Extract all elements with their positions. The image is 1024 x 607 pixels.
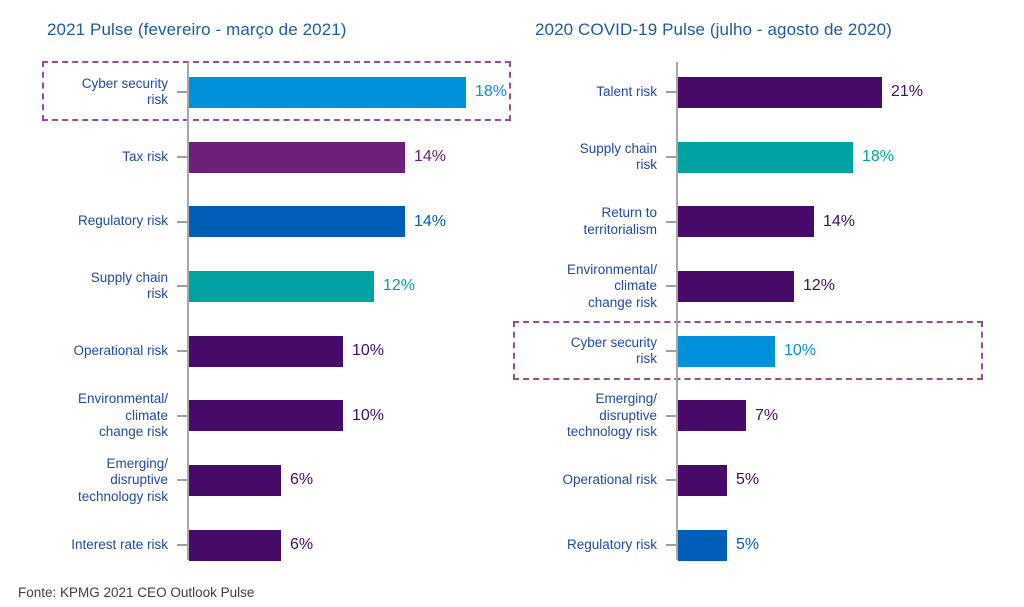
value-label-regulatory-risk: 14% [414,212,447,230]
axis-tick [657,125,676,190]
category-label-emerging-disruptive-technology-risk: Emerging/ disruptive technology risk [77,455,168,504]
category-label-regulatory-risk: Regulatory risk [77,213,168,229]
bar-supply-chain-risk [678,141,853,173]
category-label-tax-risk: Tax risk [122,148,168,164]
axis-tick [168,448,187,513]
axis-tick [657,189,676,254]
right-chart-title: 2020 COVID-19 Pulse (julho - agosto de 2… [535,20,892,39]
bar-operational-risk [678,464,727,496]
category-label-cyber-security-risk: Cyber security risk [81,75,168,108]
bar-cyber-security-risk [189,76,466,108]
chart-row-tax-risk: Tax risk 14% [0,125,513,190]
chart-row-supply-chain-risk: Supply chain risk 12% [0,254,513,319]
value-label-operational-risk: 5% [736,471,760,489]
right-chart-axis-line [676,62,678,560]
chart-row-operational-risk: Operational risk 10% [0,319,513,384]
category-label-talent-risk: Talent risk [596,84,657,100]
value-label-supply-chain-risk: 12% [383,277,416,295]
value-label-tax-risk: 14% [414,148,447,166]
bar-supply-chain-risk [189,270,374,302]
chart-row-talent-risk: Talent risk 21% [513,60,1024,125]
chart-row-emerging-disruptive-technology-risk: Emerging/ disruptive technology risk 7% [513,383,1024,448]
bar-emerging-disruptive-technology-risk [189,464,281,496]
axis-tick [168,383,187,448]
value-label-environmental-climate-change-risk: 12% [803,277,836,295]
axis-tick [168,125,187,190]
category-label-return-to-territorialism: Return to territorialism [583,205,657,237]
left-cyber-security-highlight-box [42,61,511,121]
chart-row-environmental-climate-change-risk: Environmental/ climate change risk 12% [513,254,1024,319]
chart-row-regulatory-risk: Regulatory risk 14% [0,189,513,254]
left-chart-title: 2021 Pulse (fevereiro - março de 2021) [47,20,347,39]
axis-tick [657,319,676,384]
chart-row-cyber-security-risk: Cyber security risk 10% [513,319,1024,384]
value-label-emerging-disruptive-technology-risk: 7% [755,406,779,424]
value-label-return-to-territorialism: 14% [823,212,856,230]
category-label-environmental-climate-change-risk: Environmental/ climate change risk [566,261,657,310]
value-label-environmental-climate-change-risk: 10% [352,406,385,424]
chart-row-cyber-security-risk: Cyber security risk 18% [0,60,513,125]
bar-talent-risk [678,76,882,108]
axis-tick [168,319,187,384]
bar-return-to-territorialism [678,206,814,238]
value-label-emerging-disruptive-technology-risk: 6% [290,471,314,489]
axis-tick [657,513,676,578]
category-label-operational-risk: Operational risk [73,342,168,358]
chart-row-regulatory-risk: Regulatory risk 5% [513,513,1024,578]
bar-environmental-climate-change-risk [678,270,794,302]
category-label-operational-risk: Operational risk [562,472,657,488]
right-chart-rows: Talent risk 21% Supply chain risk 18% Return… [513,60,1024,578]
value-label-regulatory-risk: 5% [736,536,760,554]
bar-tax-risk [189,141,405,173]
bar-interest-rate-risk [189,529,281,561]
axis-tick [168,254,187,319]
bar-environmental-climate-change-risk [189,400,343,432]
axis-tick [168,513,187,578]
chart-row-interest-rate-risk: Interest rate risk 6% [0,513,513,578]
value-label-cyber-security-risk: 10% [784,342,817,360]
category-label-cyber-security-risk: Cyber security risk [570,334,657,367]
category-label-interest-rate-risk: Interest rate risk [71,536,168,552]
chart-row-environmental-climate-change-risk: Environmental/ climate change risk 10% [0,383,513,448]
value-label-operational-risk: 10% [352,342,385,360]
category-label-supply-chain-risk: Supply chain risk [579,140,657,173]
bar-regulatory-risk [189,206,405,238]
bar-emerging-disruptive-technology-risk [678,400,746,432]
axis-tick [657,254,676,319]
value-label-cyber-security-risk: 18% [475,83,508,101]
bar-cyber-security-risk [678,335,775,367]
bar-regulatory-risk [678,529,727,561]
axis-tick [657,383,676,448]
category-label-regulatory-risk: Regulatory risk [566,536,657,552]
axis-tick [168,60,187,125]
axis-tick [657,448,676,513]
left-chart-rows: Cyber security risk 18% Tax risk 14% Regulat… [0,60,513,578]
chart-row-supply-chain-risk: Supply chain risk 18% [513,125,1024,190]
chart-row-emerging-disruptive-technology-risk: Emerging/ disruptive technology risk 6% [0,448,513,513]
value-label-talent-risk: 21% [891,83,924,101]
chart-row-operational-risk: Operational risk 5% [513,448,1024,513]
category-label-environmental-climate-change-risk: Environmental/ climate change risk [77,391,168,440]
value-label-interest-rate-risk: 6% [290,536,314,554]
category-label-emerging-disruptive-technology-risk: Emerging/ disruptive technology risk [566,391,657,440]
chart-row-return-to-territorialism: Return to territorialism 14% [513,189,1024,254]
left-chart-axis-line [187,62,189,560]
value-label-supply-chain-risk: 18% [862,148,895,166]
right-cyber-security-highlight-box [513,321,983,380]
axis-tick [657,60,676,125]
category-label-supply-chain-risk: Supply chain risk [90,269,168,302]
axis-tick [168,189,187,254]
bar-operational-risk [189,335,343,367]
source-note: Fonte: KPMG 2021 CEO Outlook Pulse [18,585,255,600]
